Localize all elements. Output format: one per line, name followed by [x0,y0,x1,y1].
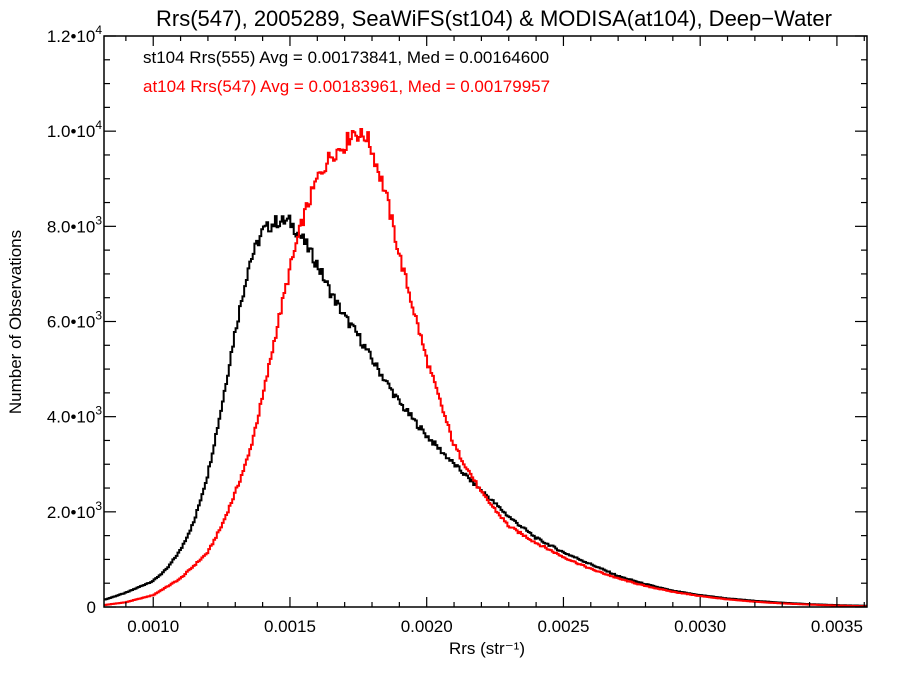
y-tick-label: 0 [87,598,96,617]
x-tick-label: 0.0010 [127,617,179,636]
y-tick-label: 1.2•104 [47,23,103,46]
x-tick-label: 0.0030 [674,617,726,636]
x-tick-label: 0.0020 [401,617,453,636]
y-tick-label: 2.0•103 [47,499,103,522]
x-tick-label: 0.0015 [264,617,316,636]
annotation-modisa: at104 Rrs(547) Avg = 0.00183961, Med = 0… [143,77,550,96]
x-tick-label: 0.0035 [811,617,863,636]
y-tick-label: 6.0•103 [47,309,103,332]
series-line-0 [104,214,868,607]
annotation-seawifs: st104 Rrs(555) Avg = 0.00173841, Med = 0… [143,48,549,67]
x-tick-label: 0.0025 [537,617,589,636]
series-layer [104,127,868,608]
ticks-layer: 0.0010 0.0015 0.0020 0.0025 0.0030 0.0035 0 2.0… [47,23,867,636]
y-tick-label: 8.0•103 [47,213,103,236]
y-axis-title: Number of Observations [6,230,25,414]
y-tick-label: 1.0•104 [47,118,103,141]
x-axis-title: Rrs (str⁻¹) [449,639,525,658]
y-tick-label: 4.0•103 [47,404,103,427]
plot-frame [103,35,868,608]
chart-title: Rrs(547), 2005289, SeaWiFS(st104) & MODI… [156,6,832,31]
series-line-1 [104,127,868,608]
